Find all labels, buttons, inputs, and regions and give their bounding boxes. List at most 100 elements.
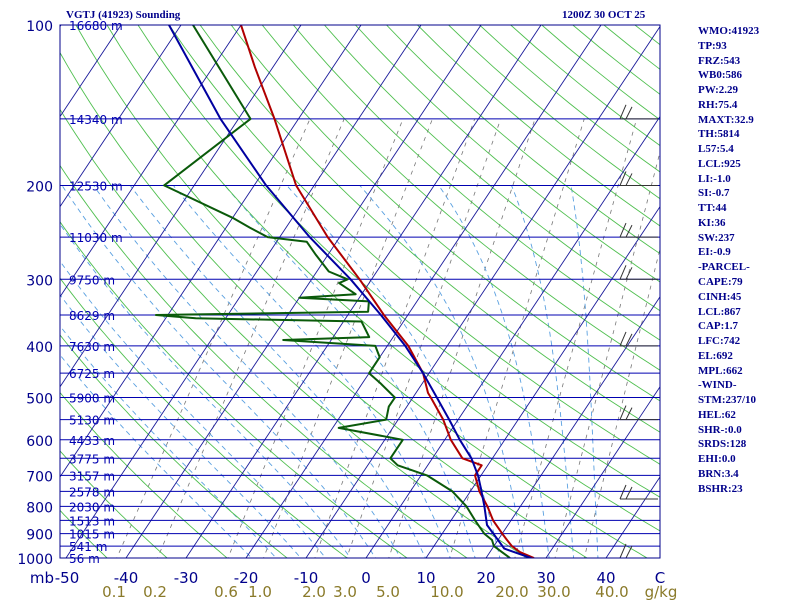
isotherm-line bbox=[0, 25, 1, 558]
dry-adiabat-line bbox=[60, 277, 348, 558]
height-label: 3775 m bbox=[69, 452, 115, 466]
height-label: 4433 m bbox=[69, 434, 115, 448]
moist-adiabat-line bbox=[359, 185, 525, 558]
temperature-tick-label: 30 bbox=[536, 569, 555, 587]
height-label: 16680 m bbox=[69, 19, 123, 33]
moist-adiabat-line bbox=[438, 185, 550, 558]
dry-adiabat-line bbox=[60, 164, 468, 558]
index-item: TP:93 bbox=[698, 39, 727, 52]
index-item: -WIND- bbox=[698, 379, 737, 392]
index-item: L57:5.4 bbox=[698, 143, 734, 156]
index-item: EI:-0.9 bbox=[698, 246, 731, 259]
station-title: VGTJ (41923) Sounding bbox=[66, 9, 181, 21]
height-label: 5130 m bbox=[69, 414, 115, 428]
sounding-time: 1200Z 30 OCT 25 bbox=[562, 9, 646, 21]
pressure-tick-label: 600 bbox=[26, 434, 53, 450]
mixing-ratio-label: g/kg bbox=[645, 583, 678, 600]
mixing-ratio-line bbox=[388, 118, 536, 558]
index-item: -PARCEL- bbox=[698, 261, 750, 274]
wind-barb bbox=[619, 405, 658, 421]
mixing-ratio-line bbox=[157, 118, 345, 558]
index-item: LCL:925 bbox=[698, 157, 741, 170]
index-item: TT:44 bbox=[698, 202, 727, 215]
isotherm-line bbox=[185, 25, 542, 558]
dry-adiabat-line bbox=[230, 25, 660, 402]
pressure-tick-label: 800 bbox=[26, 500, 53, 516]
dry-adiabat-line bbox=[261, 25, 660, 371]
dry-adiabat-line bbox=[199, 25, 660, 433]
mixing-ratio-line bbox=[449, 118, 585, 558]
wind-barb bbox=[619, 171, 658, 186]
temperature-tick-labels: mb -50 -40 -30 -20 -10 0 10 20 30 40 C bbox=[30, 569, 665, 587]
moist-adiabat-line bbox=[60, 260, 327, 558]
isotherm-line bbox=[125, 25, 482, 558]
dry-adiabat-line bbox=[60, 450, 168, 558]
height-label: 9750 m bbox=[69, 273, 115, 287]
index-item: STM:237/10 bbox=[698, 394, 757, 407]
mixing-ratio-label: 10.0 bbox=[430, 583, 463, 600]
height-label: 2030 m bbox=[69, 500, 115, 514]
pressure-tick-label: 500 bbox=[26, 392, 53, 408]
index-item: WB0:586 bbox=[698, 69, 742, 82]
moist-adiabat-line bbox=[511, 185, 575, 558]
index-item: PW:2.29 bbox=[698, 84, 739, 97]
mixing-ratio-label: 0.6 bbox=[214, 583, 238, 600]
index-item: BSHR:23 bbox=[698, 482, 743, 495]
dry-adiabat-line bbox=[60, 221, 408, 558]
height-label: 6725 m bbox=[69, 367, 115, 381]
index-item: TH:5814 bbox=[698, 128, 740, 141]
dry-adiabat-line bbox=[60, 509, 108, 558]
dry-adiabat-line bbox=[292, 25, 660, 341]
temperature-tick-label: 20 bbox=[476, 569, 495, 587]
moist-adiabat-line bbox=[129, 185, 426, 558]
moist-adiabat-line bbox=[224, 185, 476, 558]
dry-adiabat-line bbox=[355, 25, 660, 283]
index-item: CAP:1.7 bbox=[698, 320, 739, 333]
index-item: RH:75.4 bbox=[698, 98, 738, 111]
pressure-tick-labels: 100 200 300 400 500 600 700 800 900 1000 bbox=[17, 19, 53, 568]
moist-adiabats bbox=[60, 185, 599, 558]
index-item: EHI:0.0 bbox=[698, 453, 736, 466]
isotherm-line bbox=[60, 25, 242, 298]
index-item: LI:-1.0 bbox=[698, 172, 731, 185]
height-label: 12530 m bbox=[69, 179, 123, 193]
mixing-ratio-label: 5.0 bbox=[376, 583, 400, 600]
mixing-ratio-labels: 0.1 0.2 0.6 1.0 2.0 3.0 5.0 10.0 20.0 30.0 40.0 g/k… bbox=[102, 583, 677, 600]
height-label: 2578 m bbox=[69, 485, 115, 499]
temperature-tick-label: mb bbox=[30, 569, 54, 587]
mixing-ratio-label: 2.0 bbox=[302, 583, 326, 600]
dewpoint-trace bbox=[154, 25, 511, 558]
wind-barb bbox=[619, 265, 658, 280]
index-item: SI:-0.7 bbox=[698, 187, 730, 200]
dry-adiabat-line bbox=[106, 25, 660, 532]
isotherm-line bbox=[425, 205, 660, 558]
isotherm-line bbox=[365, 115, 660, 558]
wind-barbs bbox=[619, 104, 658, 559]
index-item: HEL:62 bbox=[698, 408, 736, 421]
dry-adiabat-line bbox=[60, 334, 288, 558]
pressure-tick-label: 400 bbox=[26, 340, 53, 356]
mixing-ratio-label: 3.0 bbox=[333, 583, 357, 600]
pressure-tick-label: 700 bbox=[26, 469, 53, 485]
height-label: 5900 m bbox=[69, 392, 115, 406]
mixing-ratio-line bbox=[116, 118, 311, 558]
isotherm-line bbox=[65, 25, 422, 558]
dry-adiabat-line bbox=[324, 25, 660, 312]
index-item: LFC:742 bbox=[698, 335, 741, 348]
mixing-ratio-label: 0.1 bbox=[102, 583, 126, 600]
temperature-tick-label: -10 bbox=[294, 569, 319, 587]
moist-adiabat-line bbox=[60, 354, 253, 558]
height-label: 1513 m bbox=[69, 514, 115, 528]
isotherm-line bbox=[245, 25, 602, 558]
plot-frame bbox=[59, 24, 661, 559]
isotherms bbox=[0, 25, 660, 558]
wind-barb bbox=[619, 484, 658, 500]
dry-adiabat-line bbox=[60, 391, 228, 558]
isotherm-line bbox=[60, 25, 182, 208]
index-item: BRN:3.4 bbox=[698, 467, 739, 480]
dry-adiabats bbox=[60, 25, 660, 558]
index-item: LCL:867 bbox=[698, 305, 741, 318]
wind-barb bbox=[619, 104, 658, 120]
indices-panel: WMO:41923 TP:93 FRZ:543 WB0:586 PW:2.29 RH:75… bbox=[698, 24, 798, 497]
